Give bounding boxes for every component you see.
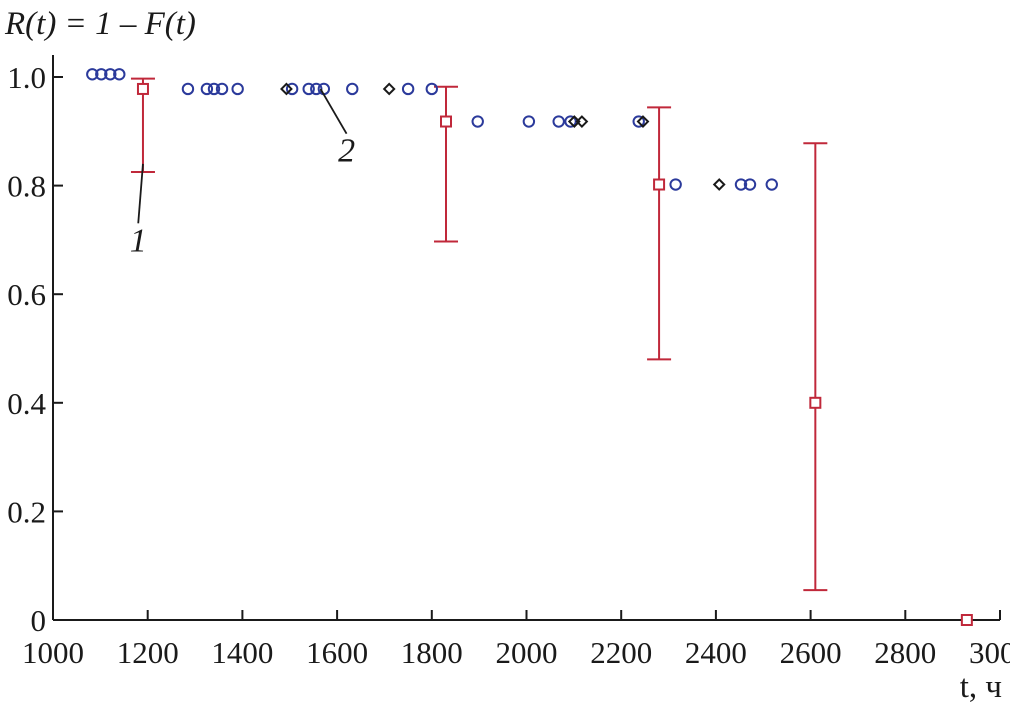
diamond-point: [636, 115, 650, 128]
diamond-point: [712, 178, 726, 191]
circle-point: [95, 68, 108, 81]
diamond-point: [280, 82, 293, 96]
square-point: [960, 614, 973, 626]
circle-point: [200, 82, 214, 96]
x-tick-label: 2200: [590, 635, 652, 670]
x-tick-label: 2400: [685, 635, 747, 670]
circle-point: [632, 115, 645, 128]
data-points: [86, 68, 973, 626]
circle-point: [181, 82, 195, 96]
circle-point: [743, 178, 757, 191]
square-point: [653, 178, 666, 191]
circle-point: [231, 82, 244, 96]
x-tick-label: 1000: [22, 635, 84, 670]
circle-point: [104, 68, 117, 81]
callouts: 12: [130, 88, 355, 259]
y-tick-label: 0.4: [7, 386, 46, 421]
circle-point: [215, 82, 229, 96]
x-tick-label: 2000: [496, 635, 558, 670]
callout-leader-line: [137, 163, 144, 224]
circle-point: [113, 68, 126, 81]
callout-label: 1: [130, 222, 147, 259]
x-tick-label: 1800: [401, 635, 463, 670]
x-tick-label: 2800: [874, 635, 936, 670]
diamond-point: [575, 115, 589, 128]
circle-point: [734, 178, 748, 191]
y-tick-label: 0: [31, 603, 47, 638]
circle-point: [317, 82, 331, 96]
y-tick-label: 0.6: [7, 277, 46, 312]
y-axis-title: R(t) = 1 – F(t): [4, 6, 196, 42]
square-point: [440, 115, 453, 128]
y-tick-label: 0.2: [7, 494, 46, 529]
x-tick-label: 1400: [211, 635, 273, 670]
circle-point: [425, 82, 438, 96]
circle-point: [207, 82, 221, 96]
error-bars: [130, 77, 828, 592]
axes: [52, 55, 1000, 621]
x-tick-label: 1200: [117, 635, 179, 670]
circle-point: [669, 178, 682, 191]
circle-point: [471, 115, 484, 128]
y-tick-label: 1.0: [7, 60, 46, 95]
x-tick-label: 2600: [780, 635, 842, 670]
circle-point: [765, 178, 778, 191]
tick-labels: 1000 1200 1400 1600 1800 2000 2200 2400 2600 2800…: [7, 60, 1010, 670]
circle-point: [302, 82, 315, 96]
square-point: [136, 82, 149, 95]
circle-point: [401, 82, 415, 96]
circle-point: [86, 68, 99, 81]
callout-label: 2: [338, 133, 355, 170]
x-axis-title: t, ч: [960, 669, 1002, 705]
square-point: [809, 396, 822, 409]
tick-marks: [53, 76, 1001, 620]
circle-point: [285, 82, 299, 96]
circle-point: [346, 82, 359, 96]
y-tick-label: 0.8: [7, 169, 46, 204]
x-tick-label: 1600: [306, 635, 368, 670]
callout-leader-line: [319, 88, 348, 135]
circle-point: [522, 115, 536, 128]
circle-point: [552, 115, 565, 128]
diamond-point: [382, 82, 396, 96]
